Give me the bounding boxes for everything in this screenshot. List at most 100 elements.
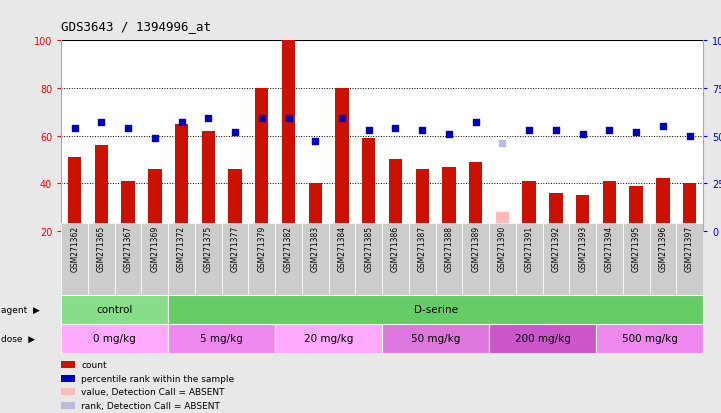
Text: value, Detection Call = ABSENT: value, Detection Call = ABSENT [81, 387, 225, 396]
Bar [462, 223, 489, 295]
Point [149, 135, 161, 142]
Text: agent  ▶: agent ▶ [1, 305, 40, 314]
Bar [596, 223, 623, 295]
Bar [382, 223, 409, 295]
Bar [676, 223, 703, 295]
Point [550, 127, 562, 134]
Bar [275, 223, 302, 295]
Bar [195, 223, 222, 295]
Text: GSM271365: GSM271365 [97, 225, 106, 271]
Bar [68, 158, 81, 231]
Bar [549, 193, 562, 231]
Bar [61, 361, 75, 368]
Point [176, 120, 187, 126]
Bar [650, 223, 676, 295]
Bar [175, 124, 188, 231]
Bar [355, 223, 382, 295]
Text: GSM271377: GSM271377 [231, 225, 239, 271]
Bar [469, 162, 482, 231]
Point [523, 127, 535, 134]
Bar [222, 223, 249, 295]
Point [203, 116, 214, 123]
Bar [335, 89, 349, 231]
Bar [168, 295, 703, 324]
Text: GSM271397: GSM271397 [685, 225, 694, 271]
Text: 50 mg/kg: 50 mg/kg [411, 334, 460, 344]
Bar [121, 181, 135, 231]
Bar [362, 139, 376, 231]
Bar [275, 324, 382, 353]
Bar [496, 212, 509, 231]
Text: dose  ▶: dose ▶ [1, 334, 35, 343]
Text: GSM271382: GSM271382 [284, 225, 293, 271]
Point [363, 127, 374, 134]
Text: GDS3643 / 1394996_at: GDS3643 / 1394996_at [61, 20, 211, 33]
Text: 500 mg/kg: 500 mg/kg [622, 334, 678, 344]
Text: GSM271383: GSM271383 [311, 225, 320, 271]
Bar [656, 179, 670, 231]
Bar [229, 169, 242, 231]
Text: GSM271393: GSM271393 [578, 225, 587, 271]
Text: GSM271387: GSM271387 [417, 225, 427, 271]
Point [630, 129, 642, 136]
Text: GSM271372: GSM271372 [177, 225, 186, 271]
Bar [282, 41, 295, 231]
Text: GSM271390: GSM271390 [498, 225, 507, 271]
Text: GSM271394: GSM271394 [605, 225, 614, 271]
Text: GSM271395: GSM271395 [632, 225, 641, 271]
Bar [543, 223, 570, 295]
Text: GSM271384: GSM271384 [337, 225, 347, 271]
Bar [61, 375, 75, 382]
Bar [329, 223, 355, 295]
Bar [523, 181, 536, 231]
Bar [489, 223, 516, 295]
Text: 5 mg/kg: 5 mg/kg [200, 334, 243, 344]
Text: GSM271391: GSM271391 [525, 225, 534, 271]
Bar [202, 131, 215, 231]
Text: GSM271385: GSM271385 [364, 225, 373, 271]
Text: 20 mg/kg: 20 mg/kg [304, 334, 353, 344]
Bar [255, 89, 268, 231]
Bar [61, 388, 75, 395]
Bar [61, 295, 168, 324]
Bar [683, 184, 696, 231]
Bar [389, 160, 402, 231]
Point [470, 120, 482, 126]
Bar [570, 223, 596, 295]
Point [309, 139, 321, 145]
Text: D-serine: D-serine [414, 305, 458, 315]
Bar [61, 401, 75, 408]
Bar [168, 324, 275, 353]
Text: GSM271362: GSM271362 [70, 225, 79, 271]
Bar [309, 184, 322, 231]
Text: 0 mg/kg: 0 mg/kg [94, 334, 136, 344]
Point [443, 131, 455, 138]
Point [497, 140, 508, 147]
Point [417, 127, 428, 134]
Bar [603, 181, 616, 231]
Text: rank, Detection Call = ABSENT: rank, Detection Call = ABSENT [81, 401, 220, 410]
Point [256, 116, 267, 123]
Bar [61, 223, 88, 295]
Text: GSM271386: GSM271386 [391, 225, 400, 271]
Text: 200 mg/kg: 200 mg/kg [515, 334, 570, 344]
Text: percentile rank within the sample: percentile rank within the sample [81, 374, 234, 383]
Point [390, 126, 402, 132]
Bar [435, 223, 462, 295]
Text: GSM271375: GSM271375 [204, 225, 213, 271]
Bar [94, 146, 108, 231]
Bar [596, 324, 703, 353]
Text: GSM271379: GSM271379 [257, 225, 266, 271]
Text: control: control [97, 305, 133, 315]
Text: GSM271396: GSM271396 [658, 225, 668, 271]
Point [229, 129, 241, 136]
Point [684, 133, 695, 140]
Bar [141, 223, 168, 295]
Bar [442, 167, 456, 231]
Bar [168, 223, 195, 295]
Text: GSM271388: GSM271388 [444, 225, 454, 271]
Bar [249, 223, 275, 295]
Point [657, 123, 668, 130]
Bar [629, 186, 643, 231]
Point [283, 116, 294, 123]
